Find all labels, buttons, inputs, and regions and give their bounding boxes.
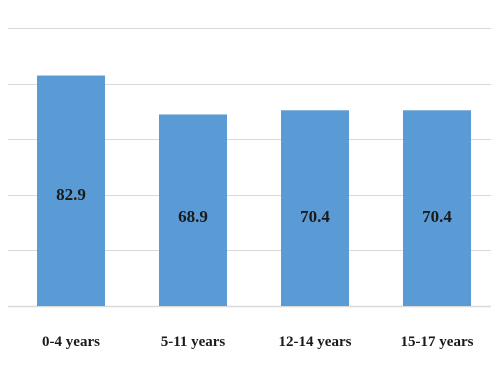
bar-series xyxy=(37,76,471,306)
x-tick-label-1: 0-4 years xyxy=(42,334,100,350)
data-label-1: 82.9 xyxy=(56,185,86,204)
x-tick-label-4: 15-17 years xyxy=(401,334,474,350)
x-tick-label-2: 5-11 years xyxy=(161,334,226,350)
x-tick-labels: 0-4 years 5-11 years 12-14 years 15-17 year… xyxy=(42,334,474,350)
data-label-3: 70.4 xyxy=(300,207,330,226)
data-labels: 82.9 68.9 70.4 70.4 xyxy=(56,185,452,226)
x-tick-label-3: 12-14 years xyxy=(279,334,352,350)
data-label-2: 68.9 xyxy=(178,207,208,226)
data-label-4: 70.4 xyxy=(422,207,452,226)
